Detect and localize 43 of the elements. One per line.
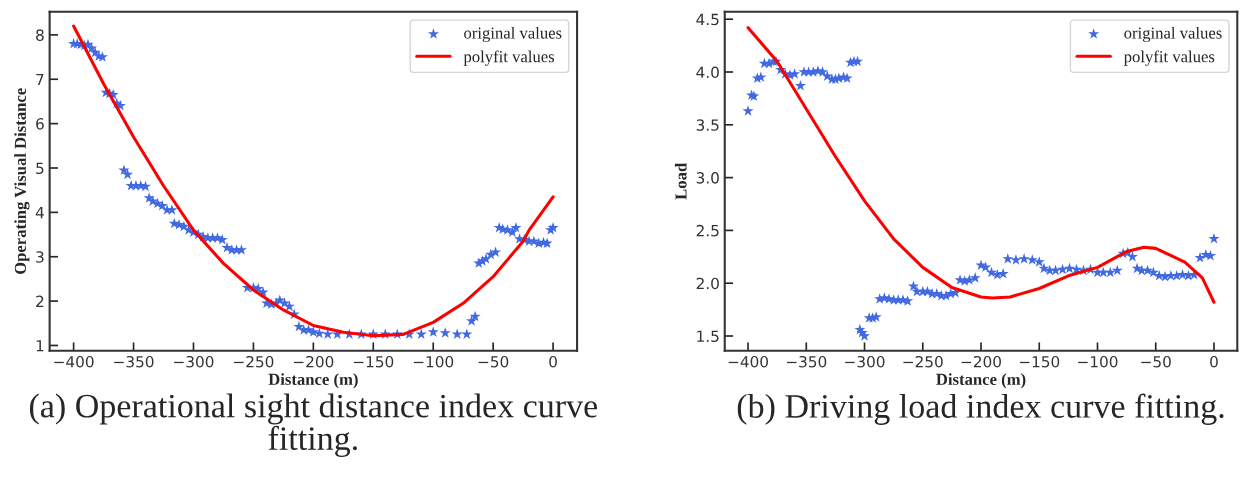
legend-label: original values — [1124, 26, 1222, 43]
x-tick-label: −100 — [413, 355, 454, 368]
x-tick-label: −300 — [174, 355, 214, 368]
y-tick-label: 1 — [36, 340, 44, 352]
y-tick-label: 7 — [36, 73, 44, 86]
y-tick-label: 4.5 — [696, 13, 719, 26]
y-tick-label: 5 — [36, 162, 44, 175]
x-tick-label: −100 — [1078, 355, 1118, 368]
y-axis-title: Load — [674, 162, 687, 200]
y-tick-label: 3.5 — [696, 119, 719, 131]
legend-label: original values — [464, 26, 562, 43]
y-tick-label: 8 — [36, 29, 44, 41]
x-tick-label: −350 — [114, 355, 154, 368]
x-tick-label: 0 — [549, 355, 557, 368]
y-axis-title: Operating Visual Distance — [14, 88, 30, 275]
y-tick-label: 1.5 — [697, 330, 719, 343]
x-tick-label: −150 — [1019, 355, 1060, 368]
y-tick-label: 4 — [35, 207, 44, 219]
y-tick-label: 2 — [36, 295, 44, 307]
text: (b) Driving load index curve fitting. — [737, 393, 1224, 425]
x-tick-label: −50 — [1141, 355, 1171, 368]
y-tick-label: 2.0 — [696, 277, 719, 290]
x-tick-label: −400 — [54, 355, 94, 368]
x-tick-label: −250 — [903, 355, 943, 368]
x-axis-title: Distance (m) — [268, 373, 358, 389]
x-tick-label: −200 — [961, 355, 1001, 368]
x-tick-label: −50 — [478, 355, 509, 368]
x-tick-label: −350 — [786, 355, 827, 368]
x-tick-label: −250 — [234, 355, 274, 368]
y-tick-label: 3.0 — [696, 172, 719, 184]
x-tick-label: −300 — [845, 355, 885, 368]
y-tick-label: 3 — [36, 251, 44, 263]
y-tick-label: 6 — [36, 118, 44, 130]
y-tick-label: 4.0 — [696, 66, 719, 79]
x-tick-label: −150 — [353, 355, 394, 368]
text: (a) Operational sight distance index curve fitting. — [29, 393, 598, 458]
x-axis-title: Distance (m) — [936, 373, 1026, 389]
legend-label: polyfit values — [463, 50, 555, 66]
x-tick-label: −200 — [293, 355, 334, 368]
y-tick-label: 2.5 — [696, 224, 719, 237]
legend-label: polyfit values — [1123, 50, 1215, 66]
x-tick-label: 0 — [1210, 355, 1218, 368]
x-tick-label: −400 — [728, 355, 769, 368]
